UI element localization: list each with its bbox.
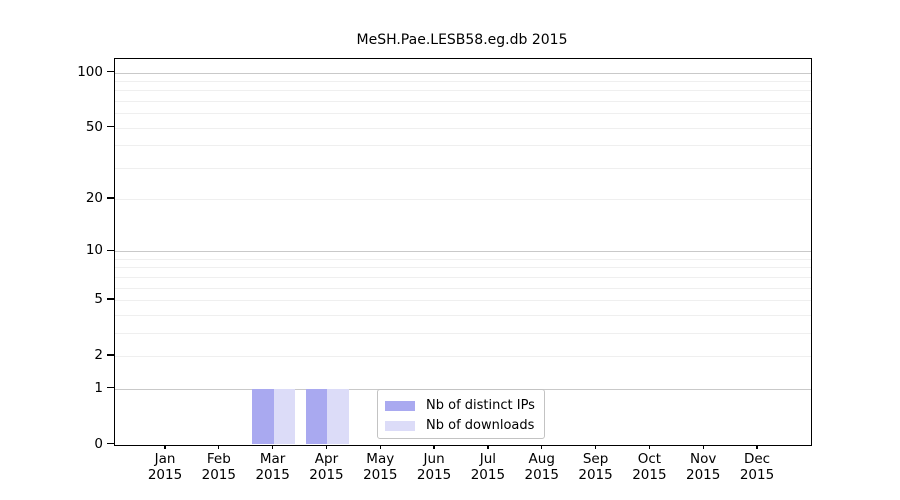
- y-axis-tick-label-2: 2: [94, 346, 103, 363]
- gridline-minor-90: [115, 80, 811, 82]
- x-axis-month-label-apr: Apr: [314, 451, 339, 467]
- y-axis-tick-0: [107, 442, 114, 445]
- gridline-minor-4: [115, 314, 811, 316]
- legend-item-downloads: Nb of downloads: [385, 416, 544, 436]
- x-axis-tick-may: [379, 444, 381, 449]
- y-axis-tick-100: [107, 70, 114, 73]
- x-axis-year-label-jan: 2015: [147, 467, 183, 483]
- y-axis-tick-1: [107, 386, 114, 389]
- x-axis-month-label-jun: Jun: [423, 451, 445, 467]
- x-axis-tick-aug: [541, 444, 543, 449]
- x-axis-month-label-aug: Aug: [528, 451, 555, 467]
- x-axis-month-label-nov: Nov: [690, 451, 717, 467]
- x-axis-tick-feb: [218, 444, 220, 449]
- y-axis-tick-label-0: 0: [94, 435, 103, 452]
- gridline-minor-8: [115, 267, 811, 269]
- y-axis-tick-label-50: 50: [85, 118, 103, 135]
- bar-nb-of-distinct-ips-mar-2015: [252, 388, 274, 445]
- x-axis-year-label-may: 2015: [363, 467, 398, 483]
- gridline-minor-30: [115, 167, 811, 169]
- x-axis-month-label-oct: Oct: [637, 451, 662, 467]
- gridline-major-100: [115, 72, 811, 74]
- x-axis-tick-dec: [756, 444, 758, 449]
- x-axis-tick-mar: [271, 444, 274, 449]
- y-axis-tick-5: [107, 298, 114, 300]
- x-axis-tick-nov: [702, 444, 704, 449]
- y-axis-tick-50: [107, 125, 114, 128]
- y-axis-tick-label-20: 20: [85, 190, 103, 207]
- gridline-minor-20: [115, 199, 811, 201]
- gridline-minor-2: [115, 355, 811, 357]
- x-axis-tick-apr: [325, 444, 328, 449]
- gridline-minor-6: [115, 287, 811, 289]
- y-axis-tick-20: [107, 197, 114, 199]
- bar-nb-of-downloads-mar-2015: [273, 388, 296, 445]
- y-axis-tick-2: [107, 354, 114, 356]
- x-axis-month-label-feb: Feb: [206, 451, 231, 467]
- x-axis-tick-jun: [433, 444, 435, 449]
- x-axis-month-label-jan: Jan: [154, 451, 176, 467]
- y-axis-tick-10: [107, 249, 114, 251]
- x-axis-year-label-apr: 2015: [309, 467, 344, 483]
- x-axis-month-label-sep: Sep: [582, 451, 609, 467]
- x-axis-year-label-sep: 2015: [578, 467, 613, 483]
- gridline-minor-7: [115, 276, 811, 278]
- y-axis-tick-label-5: 5: [94, 291, 103, 308]
- x-axis-tick-jul: [487, 444, 489, 449]
- x-axis-year-label-mar: 2015: [255, 467, 290, 483]
- gridline-major-10: [115, 251, 811, 253]
- x-axis-year-label-dec: 2015: [739, 467, 775, 483]
- x-axis-month-label-dec: Dec: [743, 451, 771, 467]
- bar-nb-of-distinct-ips-apr-2015: [305, 388, 328, 445]
- chart-title: MeSH.Pae.LESB58.eg.db 2015: [356, 32, 568, 48]
- x-axis-year-label-aug: 2015: [524, 467, 559, 483]
- legend-swatch-downloads: [385, 421, 415, 431]
- x-axis-year-label-jun: 2015: [416, 467, 452, 483]
- gridline-minor-80: [115, 90, 811, 92]
- legend: Nb of distinct IPs Nb of downloads: [377, 389, 545, 439]
- x-axis-month-label-mar: Mar: [259, 451, 286, 467]
- x-axis-month-label-jul: Jul: [479, 451, 497, 467]
- y-axis-tick-label-1: 1: [94, 379, 103, 396]
- legend-label-distinct-ips: Nb of distinct IPs: [426, 398, 535, 413]
- legend-item-distinct-ips: Nb of distinct IPs: [385, 396, 544, 416]
- x-axis-tick-oct: [648, 444, 651, 449]
- x-axis-year-label-feb: 2015: [201, 467, 236, 483]
- plot-area: [114, 58, 812, 446]
- gridline-minor-70: [115, 100, 811, 102]
- x-axis-year-label-nov: 2015: [686, 467, 721, 483]
- gridline-minor-60: [115, 113, 811, 115]
- gridline-minor-9: [115, 258, 811, 260]
- x-axis-tick-sep: [594, 444, 597, 449]
- x-axis-tick-jan: [164, 444, 166, 449]
- x-axis-year-label-oct: 2015: [632, 467, 667, 483]
- gridline-minor-3: [115, 332, 811, 334]
- x-axis-month-label-may: May: [366, 451, 395, 467]
- y-axis-tick-label-10: 10: [85, 242, 103, 259]
- x-axis-year-label-jul: 2015: [470, 467, 506, 483]
- legend-swatch-distinct-ips: [385, 401, 415, 411]
- gridline-minor-50: [115, 127, 811, 129]
- gridline-minor-40: [115, 145, 811, 147]
- legend-label-downloads: Nb of downloads: [426, 418, 535, 433]
- y-axis-tick-label-100: 100: [77, 63, 103, 80]
- gridline-minor-5: [115, 300, 811, 302]
- bar-nb-of-downloads-apr-2015: [327, 388, 349, 445]
